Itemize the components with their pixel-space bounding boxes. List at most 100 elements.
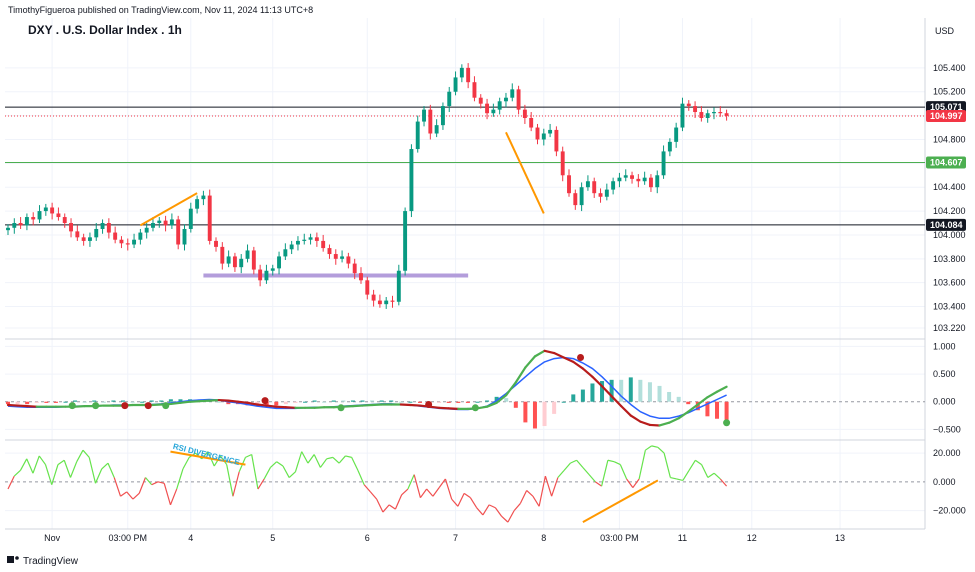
candle-body: [245, 250, 250, 259]
rsi-segment: [251, 454, 259, 490]
candle-body: [491, 109, 496, 114]
rsi-segment: [126, 491, 134, 500]
macd-signal-segment: [188, 400, 201, 403]
macd-signal-segment: [524, 355, 537, 369]
macd-cross-marker: [471, 404, 479, 412]
rsi-segment: [26, 458, 34, 474]
support-line-tag: [926, 218, 966, 231]
candle-body: [94, 228, 99, 238]
candle-body: [611, 181, 616, 190]
rsi-segment: [632, 478, 640, 488]
candle-body: [674, 127, 679, 142]
macd-signal-segment: [648, 423, 661, 427]
macd-histogram-bar: [523, 401, 528, 423]
rsi-segment: [688, 459, 696, 471]
macd-histogram-bar: [101, 401, 106, 403]
rsi-segment: [169, 488, 178, 506]
rsi-segment: [713, 472, 721, 480]
rsi-segment: [551, 477, 559, 497]
macd-histogram-bar: [34, 401, 39, 403]
rsi-segment: [301, 451, 309, 464]
candle-body: [504, 97, 508, 102]
macd-histogram-bar: [303, 401, 308, 403]
price-tick-label: 105.400: [933, 63, 966, 73]
macd-histogram-bar: [446, 401, 451, 403]
rsi-segment: [132, 492, 140, 500]
macd-signal-segment: [591, 375, 604, 388]
rsi-divergence-line: [582, 479, 659, 523]
macd-signal-segment: [438, 406, 450, 410]
macd-histogram-bar: [619, 379, 624, 402]
macd-cross-marker: [92, 402, 100, 410]
macd-histogram-bar: [667, 391, 672, 402]
macd-histogram-bar: [657, 385, 662, 402]
macd-histogram-bar: [130, 401, 135, 403]
macd-signal-segment: [256, 403, 268, 407]
macd-signal-segment: [581, 367, 594, 378]
candle-body: [31, 217, 36, 220]
candle-body: [188, 208, 193, 229]
macd-histogram-bar: [705, 401, 710, 417]
last-price-line-tag: [926, 109, 966, 122]
macd-histogram-bar: [647, 382, 652, 402]
candle-body: [138, 232, 143, 240]
macd-cross-marker: [68, 402, 76, 410]
candle-body: [718, 112, 723, 114]
macd-tick-label: 1.000: [933, 341, 956, 351]
rsi-segment: [19, 458, 28, 471]
candle-body: [642, 177, 647, 182]
macd-signal-segment: [476, 405, 489, 410]
rsi-segment: [294, 451, 303, 472]
macd-histogram-bar: [178, 399, 183, 402]
macd-histogram-bar: [695, 401, 700, 411]
candle-body: [648, 177, 653, 188]
rsi-segment: [345, 455, 352, 458]
price-tick-label: 105.200: [933, 87, 966, 97]
rsi-segment: [501, 515, 509, 523]
rsi-segment: [270, 461, 278, 468]
rsi-segment: [457, 493, 465, 507]
rsi-segment: [276, 461, 284, 467]
macd-signal-segment: [208, 398, 220, 402]
rsi-segment: [38, 455, 46, 465]
rsi-segment: [363, 484, 371, 493]
candle-body: [636, 178, 641, 182]
published-caption: TimothyFigueroa published on TradingView…: [8, 5, 313, 15]
currency-label: USD: [935, 26, 955, 36]
macd-signal-segment: [179, 400, 192, 404]
macd-histogram-bar: [25, 401, 30, 405]
tradingview-logo-icon: [7, 556, 14, 563]
macd-histogram-bar: [437, 401, 442, 403]
time-tick-label: 03:00 PM: [108, 533, 147, 543]
macd-histogram-bar: [532, 401, 537, 429]
macd-histogram-bar: [168, 399, 173, 402]
macd-tick-label: 0.500: [933, 369, 956, 379]
time-tick-label: 5: [270, 533, 275, 543]
macd-histogram-bar: [379, 400, 384, 402]
macd-signal-segment: [26, 405, 38, 408]
candle-body: [598, 193, 603, 197]
macd-histogram-bar: [475, 401, 480, 403]
candle-body: [384, 300, 389, 305]
candle-body: [560, 151, 565, 176]
candle-body: [403, 211, 408, 271]
rsi-segment: [57, 459, 65, 466]
macd-signal-segment: [313, 406, 326, 409]
macd-tick-label: 0.000: [933, 397, 956, 407]
macd-histogram-bar: [140, 401, 145, 403]
candle-body: [87, 237, 92, 241]
candle-body: [510, 89, 515, 98]
candle-body: [176, 219, 181, 245]
rsi-segment: [376, 498, 384, 513]
candle-body: [214, 240, 218, 247]
rsi-segment: [619, 464, 628, 480]
candle-body: [251, 250, 256, 270]
time-axis: Nov 03:00 PM 4 5 6 7 8 03:00 PM 11 12 13: [44, 533, 845, 543]
rsi-segment: [401, 488, 409, 496]
candle-body: [289, 244, 294, 250]
price-tick-label: 104.200: [933, 206, 966, 216]
macd-signal-segment: [687, 403, 699, 413]
macd-signal-segment: [629, 414, 642, 423]
macd-histogram-bar: [580, 389, 585, 402]
